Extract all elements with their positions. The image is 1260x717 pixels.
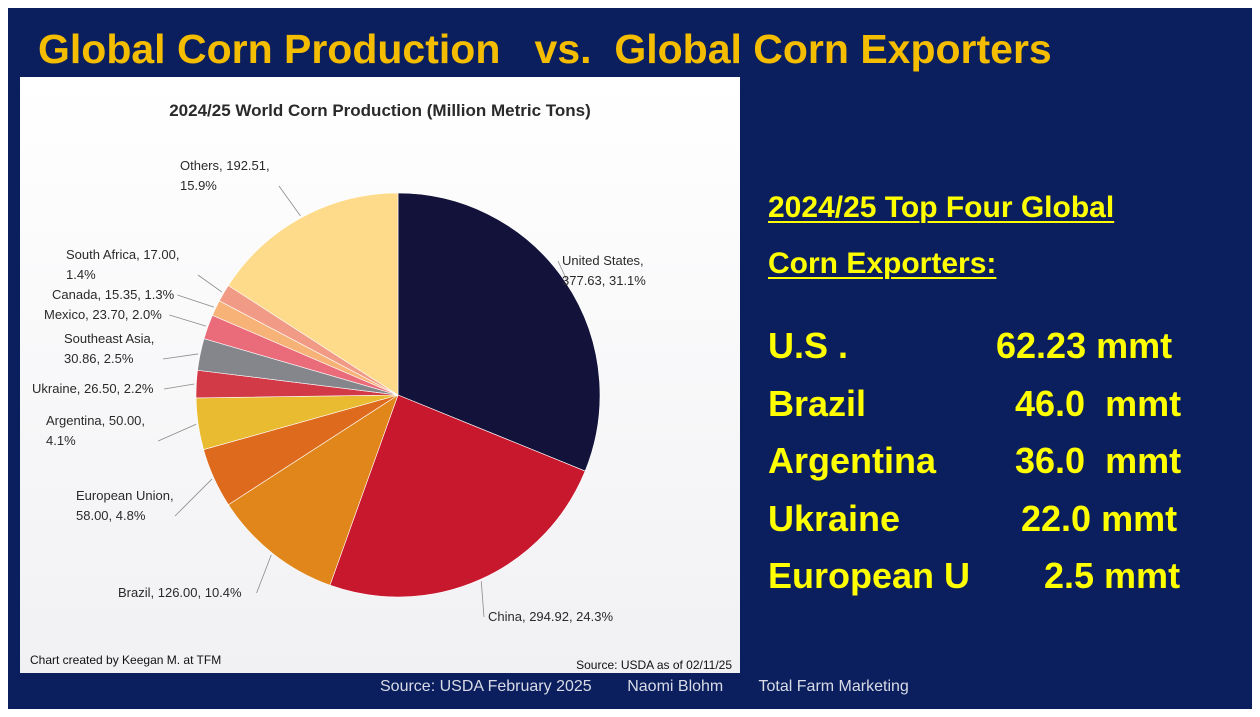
pie-slice-united-states [397,192,601,472]
chart-credit: Chart created by Keegan M. at TFM [30,653,222,667]
slice-label-line: Southeast Asia, [64,331,154,346]
chart-title: 2024/25 World Corn Production (Million M… [169,101,591,120]
slice-label-mexico: Mexico, 23.70, 2.0% [44,307,162,322]
exporters-heading-line1: 2024/25 Top Four Global [768,191,1115,224]
slice-label-line: China, 294.92, 24.3% [488,609,613,624]
exporters-heading-line2: Corn Exporters: [768,247,997,280]
exporter-row-european-union: European U 2.5 mmt [768,555,1208,605]
exporter-country: Brazil [768,383,867,424]
slice-label-line: Mexico, 23.70, 2.0% [44,307,162,322]
slice-label-european-union: European Union, 58.00, 4.8% [76,488,174,523]
slice-label-line: 30.86, 2.5% [64,351,134,366]
pie-slice-brazil [227,394,399,586]
slice-label-line: 4.1% [46,433,76,448]
exporter-row-brazil: Brazil 46.0 mmt [768,383,1208,433]
chart-source: Source: USDA as of 02/11/25 [576,658,732,672]
leader-line [557,260,568,282]
exporter-country: Ukraine [768,498,901,539]
slice-label-china: China, 294.92, 24.3% [488,609,613,624]
slice-label-line: European Union, [76,488,174,503]
slice-label-united-states: United States, 377.63, 31.1% [562,253,646,288]
slice-label-line: 1.4% [66,267,96,282]
leader-line [197,274,223,293]
exporter-country: European U [768,555,971,596]
pie-slice-others [227,192,399,396]
slice-label-line: South Africa, 17.00, [66,247,179,262]
slide-title: Global Corn Production vs. Global Corn E… [38,26,1052,72]
slice-label-line: 15.9% [180,178,217,193]
slice-label-argentina: Argentina, 50.00, 4.1% [46,413,145,448]
pie-slice-china [329,394,586,598]
exporter-value: 46.0 mmt [1015,383,1182,424]
exporters-heading: 2024/25 Top Four Global Corn Exporters: [768,180,1114,292]
slice-label-line: United States, [562,253,644,268]
leader-line [256,554,272,594]
slice-label-southeast-asia: Southeast Asia, 30.86, 2.5% [64,331,154,366]
exporter-row-argentina: Argentina 36.0 mmt [768,440,1208,490]
leader-line [278,185,301,217]
exporter-value: 2.5 mmt [1044,555,1181,596]
slice-label-ukraine: Ukraine, 26.50, 2.2% [32,381,154,396]
slice-label-line: Others, 192.51, [180,158,270,173]
exporter-value: 36.0 mmt [1015,440,1182,481]
slice-label-line: Ukraine, 26.50, 2.2% [32,381,154,396]
slice-label-line: Brazil, 126.00, 10.4% [118,585,242,600]
leader-line [163,383,195,390]
leader-line [177,294,215,308]
slide-footer: Source: USDA February 2025 Naomi Blohm T… [380,678,909,695]
exporter-value: 22.0 mmt [1021,498,1178,539]
exporter-row-us: U.S . 62.23 mmt [768,325,1208,375]
slice-label-canada: Canada, 15.35, 1.3% [52,287,175,302]
exporter-country: Argentina [768,440,937,481]
slice-label-south-africa: South Africa, 17.00, 1.4% [66,247,179,282]
leader-line [162,353,199,360]
slice-label-line: 58.00, 4.8% [76,508,146,523]
leader-line [169,314,207,327]
exporter-row-ukraine: Ukraine 22.0 mmt [768,498,1208,548]
chart-panel: 2024/25 World Corn Production (Million M… [20,77,740,673]
slice-label-others: Others, 192.51, 15.9% [180,158,270,193]
slice-label-line: Argentina, 50.00, [46,413,145,428]
leader-line [480,581,485,618]
slice-label-line: Canada, 15.35, 1.3% [52,287,175,302]
slice-label-line: 377.63, 31.1% [562,273,646,288]
leader-line [158,423,197,442]
exporter-country: U.S . [768,325,849,366]
pie-chart: United States, 377.63, 31.1% China, 294.92… [32,158,646,624]
slice-label-brazil: Brazil, 126.00, 10.4% [118,585,242,600]
exporter-value: 62.23 mmt [996,325,1173,366]
leader-line [174,478,213,517]
